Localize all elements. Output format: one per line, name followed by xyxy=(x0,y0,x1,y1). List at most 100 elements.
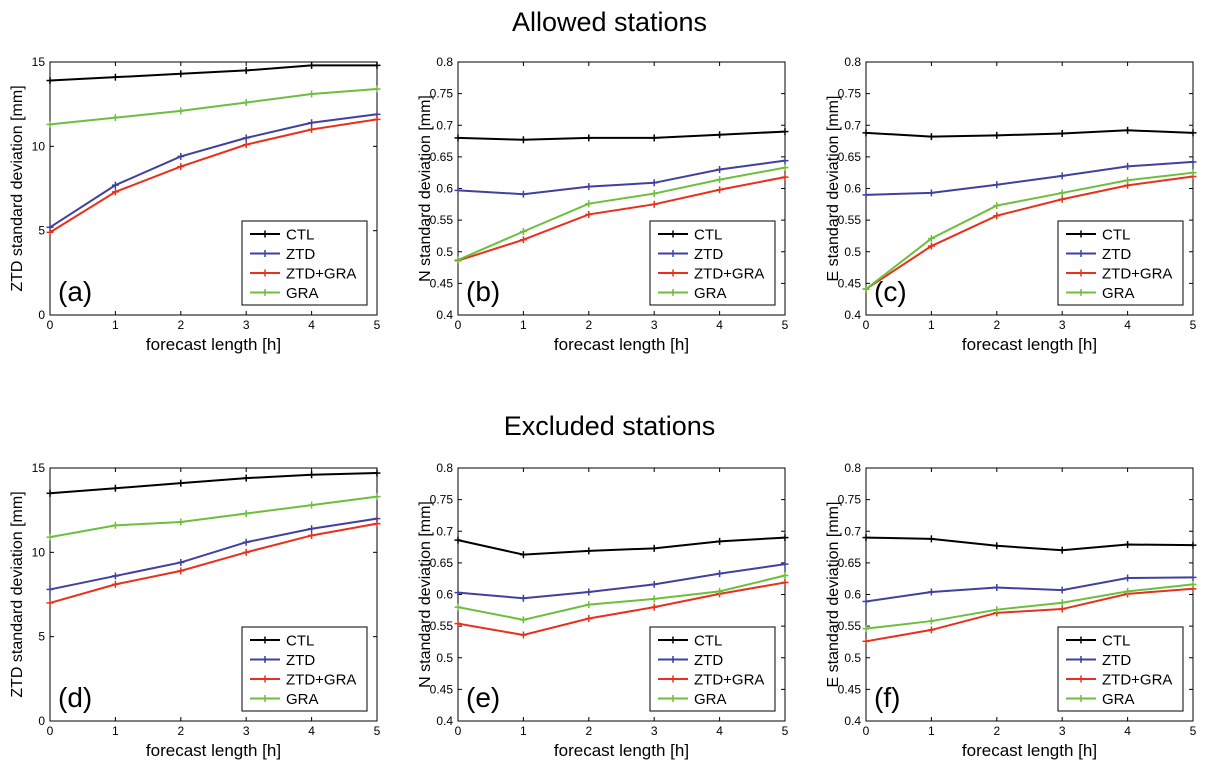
data-point-ctl xyxy=(177,70,185,78)
data-point-ztd-gra xyxy=(242,141,250,149)
data-point-ztd xyxy=(242,538,250,546)
data-point-ctl xyxy=(1058,546,1066,554)
x-tick-label: 4 xyxy=(308,318,315,332)
data-point-ztd xyxy=(993,584,1001,592)
panel-label: (e) xyxy=(466,682,500,713)
data-point-ztd-gra xyxy=(46,599,54,607)
data-point-gra xyxy=(862,625,870,633)
data-point-ctl xyxy=(519,551,527,559)
data-point-gra xyxy=(927,617,935,625)
legend-item: ZTD xyxy=(250,652,315,669)
y-tick-label: 0.7 xyxy=(844,524,861,538)
chart-panel-c: 0.4 0.45 0.5 0.55 0.6 0.65 0.7 0.75 0.8 0 1 2 3 4 5 for… xyxy=(825,55,1197,354)
y-tick-label: 15 xyxy=(32,461,46,475)
x-tick-label: 1 xyxy=(928,318,935,332)
x-axis-label: forecast length [h] xyxy=(146,335,281,354)
y-tick-label: 0 xyxy=(38,308,45,322)
x-axis-label: forecast length [h] xyxy=(554,335,689,354)
y-tick-label: 0.65 xyxy=(838,150,862,164)
y-tick-label: 0.75 xyxy=(430,87,454,101)
data-point-ztd xyxy=(308,525,316,533)
series-line-gra xyxy=(865,583,1194,630)
y-tick-label: 0.6 xyxy=(844,588,861,602)
legend-item: ZTD+GRA xyxy=(1066,672,1172,689)
series-line-ztd xyxy=(457,563,786,600)
data-point-ztd xyxy=(46,585,54,593)
data-point-ztd xyxy=(781,157,789,165)
x-tick-label: 1 xyxy=(520,724,527,738)
series-line-ztd-gra xyxy=(457,176,786,262)
data-point-gra xyxy=(1124,176,1132,184)
panel-label: (b) xyxy=(466,276,500,307)
data-point-ztd xyxy=(1058,586,1066,594)
legend-label: CTL xyxy=(694,633,722,650)
data-point-ztd-gra xyxy=(373,520,381,528)
x-tick-label: 0 xyxy=(455,318,462,332)
series-line-ztd-gra xyxy=(49,118,378,234)
data-point-gra xyxy=(111,114,119,122)
data-point-ztd xyxy=(308,119,316,127)
data-point-ztd-gra xyxy=(373,115,381,123)
data-point-ctl xyxy=(716,131,724,139)
data-point-ztd xyxy=(585,183,593,191)
data-point-ctl xyxy=(308,61,316,69)
series-line-ctl xyxy=(457,536,786,556)
legend-label: ZTD+GRA xyxy=(694,672,764,689)
data-point-gra xyxy=(46,533,54,541)
data-point-gra xyxy=(862,285,870,293)
y-tick-label: 5 xyxy=(38,630,45,644)
x-tick-label: 4 xyxy=(716,724,723,738)
data-point-gra xyxy=(585,200,593,208)
data-point-gra xyxy=(993,202,1001,210)
legend-label: ZTD xyxy=(286,246,315,263)
data-point-ztd xyxy=(177,558,185,566)
x-tick-label: 4 xyxy=(716,318,723,332)
y-tick-label: 0.45 xyxy=(430,682,454,696)
y-tick-label: 0.7 xyxy=(436,524,453,538)
data-point-gra xyxy=(1189,580,1197,588)
data-point-ztd xyxy=(111,572,119,580)
data-point-gra xyxy=(585,601,593,609)
data-point-gra xyxy=(716,176,724,184)
data-point-gra xyxy=(1124,587,1132,595)
data-point-ztd xyxy=(111,181,119,189)
data-point-ztd-gra xyxy=(1058,195,1066,203)
legend-item: ZTD xyxy=(1066,652,1131,669)
legend-label: ZTD+GRA xyxy=(286,672,356,689)
y-tick-label: 0.8 xyxy=(844,55,861,69)
x-axis-label: forecast length [h] xyxy=(146,741,281,760)
legend-item: ZTD xyxy=(250,246,315,263)
data-point-ztd-gra xyxy=(519,236,527,244)
series-line-ctl xyxy=(865,129,1194,138)
legend-label: GRA xyxy=(1102,285,1135,302)
y-tick-label: 10 xyxy=(32,545,46,559)
y-tick-label: 0.4 xyxy=(436,308,453,322)
chart-panel-b: 0.4 0.45 0.5 0.55 0.6 0.65 0.7 0.75 0.8 0 1 2 3 4 5 for… xyxy=(417,55,789,354)
series-line-ztd-gra xyxy=(49,522,378,604)
chart-panel-e: 0.4 0.45 0.5 0.55 0.6 0.65 0.7 0.75 0.8 0 1 2 3 4 5 for… xyxy=(417,461,789,760)
legend-label: GRA xyxy=(286,691,319,708)
legend-label: GRA xyxy=(1102,691,1135,708)
data-point-ctl xyxy=(1124,126,1132,134)
y-tick-label: 0.8 xyxy=(436,55,453,69)
y-tick-label: 0.45 xyxy=(838,682,862,696)
data-point-ctl xyxy=(927,133,935,141)
data-point-ztd-gra xyxy=(585,210,593,218)
series-line-ztd-gra xyxy=(457,581,786,637)
legend: CTL ZTD ZTD+GRA GRA xyxy=(241,626,368,712)
legend-item: GRA xyxy=(1066,285,1135,302)
series-line-ztd xyxy=(865,576,1194,603)
data-point-ztd-gra xyxy=(993,212,1001,220)
x-tick-label: 1 xyxy=(112,724,119,738)
legend-item: ZTD+GRA xyxy=(658,672,764,689)
data-point-gra xyxy=(1189,169,1197,177)
series-line-gra xyxy=(49,87,378,126)
y-tick-label: 0.45 xyxy=(838,276,862,290)
data-point-gra xyxy=(373,85,381,93)
legend-item: CTL xyxy=(1066,633,1130,650)
legend-item: CTL xyxy=(1066,227,1130,244)
data-point-ctl xyxy=(242,474,250,482)
y-tick-label: 0.7 xyxy=(436,118,453,132)
legend-label: ZTD+GRA xyxy=(1102,672,1172,689)
data-point-ztd-gra xyxy=(1058,605,1066,613)
